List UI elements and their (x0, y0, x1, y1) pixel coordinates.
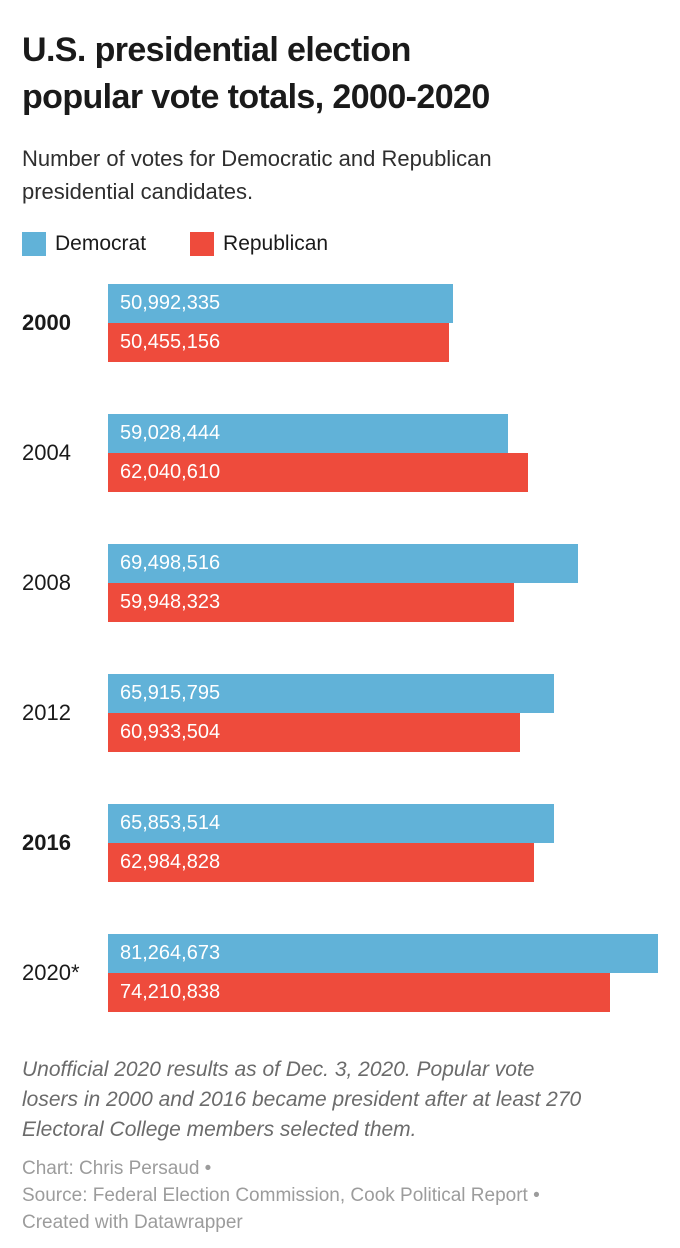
republican-value-label: 50,455,156 (120, 331, 221, 353)
democrat-value-label: 81,264,673 (120, 942, 221, 964)
credits-datawrapper: Created with Datawrapper (22, 1212, 243, 1233)
footnote-line-2: losers in 2000 and 2016 became president… (22, 1088, 582, 1111)
democrat-bar[interactable]: 50,992,335 (108, 284, 454, 323)
republican-swatch-icon (190, 232, 215, 256)
bar-pair: 81,264,673 74,210,838 (108, 934, 658, 1012)
democrat-bar[interactable]: 81,264,673 (108, 934, 658, 973)
democrat-value-label: 65,853,514 (120, 812, 221, 834)
bar-pair: 69,498,516 59,948,323 (108, 544, 658, 622)
bar-pair: 65,915,795 60,933,504 (108, 674, 658, 752)
bar-group: 2004 59,028,444 62,040,610 (22, 414, 658, 492)
bar-pair: 50,992,335 50,455,156 (108, 284, 658, 362)
bar-pair: 59,028,444 62,040,610 (108, 414, 658, 492)
chart-description-line-2: presidential candidates. (22, 179, 254, 204)
republican-bar[interactable]: 60,933,504 (108, 713, 521, 752)
year-label: 2004 (22, 440, 71, 465)
bar-group: 2000 50,992,335 50,455,156 (22, 284, 658, 362)
legend-label-democrat: Democrat (55, 232, 147, 255)
republican-bar[interactable]: 74,210,838 (108, 973, 611, 1012)
republican-value-label: 60,933,504 (120, 721, 221, 743)
legend-label-republican: Republican (223, 232, 329, 255)
republican-bar[interactable]: 62,040,610 (108, 453, 528, 492)
year-label: 2000 (22, 310, 71, 335)
chart-description-line-1: Number of votes for Democratic and Repub… (22, 146, 492, 171)
republican-value-label: 74,210,838 (120, 981, 221, 1003)
year-label: 2012 (22, 700, 71, 725)
democrat-value-label: 59,028,444 (120, 422, 221, 444)
democrat-bar[interactable]: 65,853,514 (108, 804, 554, 843)
democrat-value-label: 65,915,795 (120, 682, 221, 704)
chart-title: U.S. presidential election popular vote … (22, 27, 658, 121)
republican-bar[interactable]: 50,455,156 (108, 323, 450, 362)
credits-source: Source: Federal Election Commission, Coo… (22, 1185, 540, 1206)
footnote-line-1: Unofficial 2020 results as of Dec. 3, 20… (22, 1058, 535, 1081)
democrat-bar[interactable]: 69,498,516 (108, 544, 579, 583)
republican-value-label: 59,948,323 (120, 591, 221, 613)
legend-item-republican: Republican (190, 232, 328, 256)
republican-bar[interactable]: 62,984,828 (108, 843, 535, 882)
chart-title-line-2: popular vote totals, 2000-2020 (22, 78, 490, 116)
bar-group: 2012 65,915,795 60,933,504 (22, 674, 658, 752)
democrat-bar[interactable]: 59,028,444 (108, 414, 508, 453)
legend: Democrat Republican (22, 232, 658, 256)
year-label: 2008 (22, 570, 71, 595)
chart-credits: Chart: Chris Persaud • Source: Federal E… (22, 1155, 658, 1236)
democrat-bar[interactable]: 65,915,795 (108, 674, 555, 713)
bar-group: 2020* 81,264,673 74,210,838 (22, 934, 658, 1012)
bar-groups: 2000 50,992,335 50,455,156 2004 59,028,4… (22, 284, 658, 1012)
chart-description: Number of votes for Democratic and Repub… (22, 142, 658, 208)
bar-group: 2008 69,498,516 59,948,323 (22, 544, 658, 622)
republican-bar[interactable]: 59,948,323 (108, 583, 514, 622)
chart-footnote: Unofficial 2020 results as of Dec. 3, 20… (22, 1055, 658, 1145)
year-label: 2016 (22, 830, 71, 855)
footnote-line-3: Electoral College members selected them. (22, 1118, 417, 1141)
chart-title-line-1: U.S. presidential election (22, 31, 411, 69)
bar-group: 2016 65,853,514 62,984,828 (22, 804, 658, 882)
year-label: 2020* (22, 960, 80, 985)
democrat-value-label: 69,498,516 (120, 552, 221, 574)
democrat-value-label: 50,992,335 (120, 292, 221, 314)
republican-value-label: 62,984,828 (120, 851, 221, 873)
democrat-swatch-icon (22, 232, 46, 256)
bar-pair: 65,853,514 62,984,828 (108, 804, 658, 882)
legend-item-democrat: Democrat (22, 232, 146, 256)
republican-value-label: 62,040,610 (120, 461, 221, 483)
credits-byline: Chart: Chris Persaud • (22, 1158, 212, 1179)
